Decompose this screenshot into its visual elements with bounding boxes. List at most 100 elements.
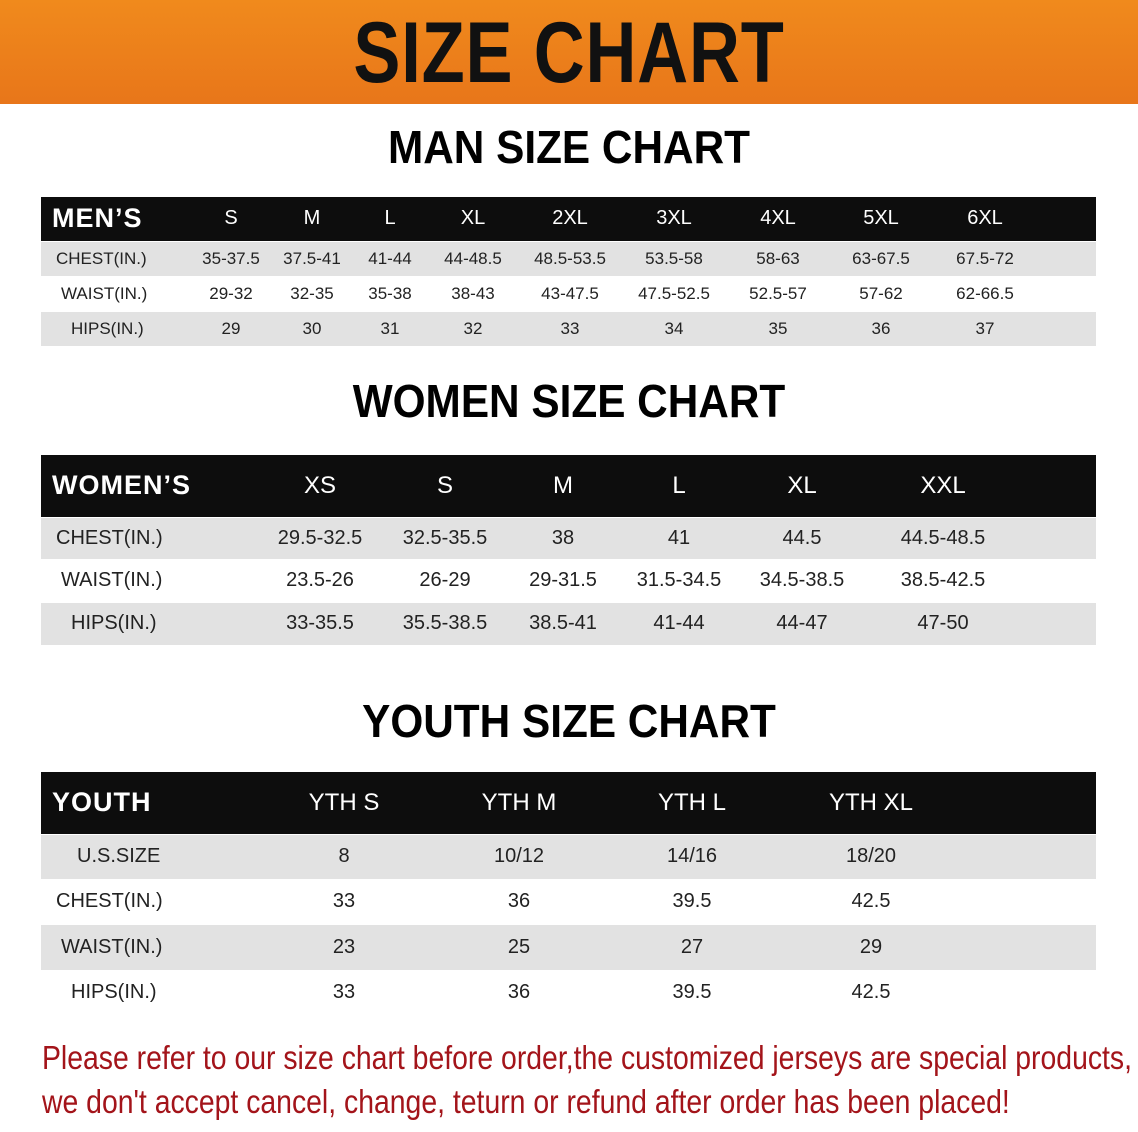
table-cell: 29-31.5 [529,569,597,592]
table-cell: 34 [664,318,684,338]
size-header-s: S [436,472,453,500]
table-cell: 37.5-41 [283,248,341,268]
women-section-title: WOMEN SIZE CHART [352,375,786,427]
table-cell: 39.5 [672,981,712,1004]
table-cell: 47.5-52.5 [638,283,710,303]
size-header-yth-s: YTH S [308,789,380,817]
youth-header-label: YOUTH [52,787,152,818]
table-cell: 39.5 [672,890,712,913]
table-cell: 32.5-35.5 [402,526,488,549]
row-label: CHEST(IN.) [56,526,163,549]
table-cell: 43-47.5 [541,283,599,303]
notice-line-1: Please refer to our size chart before or… [42,1039,1133,1076]
table-cell: 36 [507,890,531,913]
table-cell: 29.5-32.5 [277,526,363,549]
table-row: U.S.SIZE 8 10/12 14/16 18/20 [41,835,1096,879]
table-row: CHEST(IN.) 33 36 39.5 42.5 [41,880,1096,924]
table-cell: 44-47 [776,612,828,635]
women-size-table: WOMEN’S XS S M L XL XXL CHEST(IN.) 29.5-32.5 32.5… [41,455,1096,645]
table-cell: 32 [463,318,483,338]
table-cell: 42.5 [851,890,891,913]
size-header-5xl: 5XL [863,207,899,230]
table-row: HIPS(IN.) 33 36 39.5 42.5 [41,971,1096,1015]
men-header-label: MEN’S [52,203,143,234]
table-cell: 47-50 [917,612,969,635]
table-cell: 35 [768,318,788,338]
table-cell: 31 [380,318,400,338]
men-size-table: MEN’S S M L XL 2XL 3XL 4XL 5XL 6XL CHEST(IN.) 35-37… [41,197,1096,346]
row-label: HIPS(IN.) [71,318,144,338]
page-title: SIZE CHART [353,5,785,101]
size-header-xs: XS [303,472,336,500]
size-header-yth-m: YTH M [481,789,557,817]
table-cell: 10/12 [493,845,545,868]
table-cell: 41-44 [368,248,412,268]
table-cell: 42.5 [851,981,891,1004]
youth-header-row: YOUTH YTH S YTH M YTH L YTH XL [41,772,1096,834]
row-label: CHEST(IN.) [56,890,163,913]
table-cell: 63-67.5 [852,248,910,268]
table-cell: 57-62 [859,283,903,303]
table-cell: 35-37.5 [202,248,260,268]
women-header-row: WOMEN’S XS S M L XL XXL [41,455,1096,517]
youth-size-table: YOUTH YTH S YTH M YTH L YTH XL U.S.SIZE 8 10/12… [41,772,1096,1016]
table-cell: 26-29 [419,569,471,592]
size-header-yth-l: YTH L [657,789,726,817]
table-cell: 31.5-34.5 [636,569,722,592]
size-header-xl: XL [460,207,486,230]
size-header-s: S [224,207,238,230]
table-cell: 36 [871,318,891,338]
title-banner: SIZE CHART [0,0,1138,104]
size-header-xxl: XXL [920,472,966,500]
table-cell: 38.5-41 [529,612,597,635]
table-cell: 35.5-38.5 [402,612,488,635]
table-cell: 37 [975,318,995,338]
table-cell: 29 [221,318,241,338]
table-cell: 30 [302,318,322,338]
table-cell: 18/20 [845,845,897,868]
size-header-m: M [553,472,573,500]
row-label: U.S.SIZE [77,845,161,868]
table-cell: 67.5-72 [956,248,1014,268]
table-cell: 58-63 [756,248,800,268]
size-header-3xl: 3XL [656,207,692,230]
table-cell: 33 [332,981,356,1004]
table-cell: 38.5-42.5 [900,569,986,592]
table-row: WAIST(IN.) 23.5-26 26-29 29-31.5 31.5-34.5 34… [41,560,1096,602]
table-cell: 53.5-58 [645,248,703,268]
row-label: WAIST(IN.) [61,935,163,958]
table-cell: 29 [859,935,883,958]
table-row: CHEST(IN.) 35-37.5 37.5-41 41-44 44-48.5 48.5… [41,242,1096,276]
men-section-title: MAN SIZE CHART [387,121,751,173]
size-header-xl: XL [787,472,817,500]
table-row: HIPS(IN.) 29 30 31 32 33 34 35 36 37 [41,312,1096,346]
table-cell: 41 [667,526,691,549]
table-cell: 62-66.5 [956,283,1014,303]
size-header-yth-xl: YTH XL [828,789,914,817]
row-label: HIPS(IN.) [71,981,157,1004]
table-cell: 44.5-48.5 [900,526,986,549]
table-cell: 52.5-57 [749,283,807,303]
size-header-l: L [672,472,686,500]
size-header-2xl: 2XL [552,207,588,230]
women-header-label: WOMEN’S [52,470,191,501]
table-cell: 23.5-26 [286,569,354,592]
table-cell: 33 [332,890,356,913]
size-header-4xl: 4XL [760,207,796,230]
table-row: WAIST(IN.) 23 25 27 29 [41,925,1096,970]
table-cell: 33 [560,318,580,338]
table-cell: 41-44 [653,612,705,635]
table-cell: 38-43 [451,283,495,303]
table-cell: 48.5-53.5 [534,248,606,268]
table-cell: 34.5-38.5 [759,569,845,592]
row-label: WAIST(IN.) [61,283,148,303]
table-cell: 23 [332,935,356,958]
size-header-l: L [384,207,396,230]
youth-section-title: YOUTH SIZE CHART [362,695,776,747]
table-cell: 29-32 [209,283,253,303]
table-cell: 35-38 [368,283,412,303]
table-cell: 8 [338,845,350,868]
table-cell: 14/16 [666,845,718,868]
table-row: CHEST(IN.) 29.5-32.5 32.5-35.5 38 41 44.5 44.5… [41,518,1096,559]
row-label: WAIST(IN.) [61,569,163,592]
